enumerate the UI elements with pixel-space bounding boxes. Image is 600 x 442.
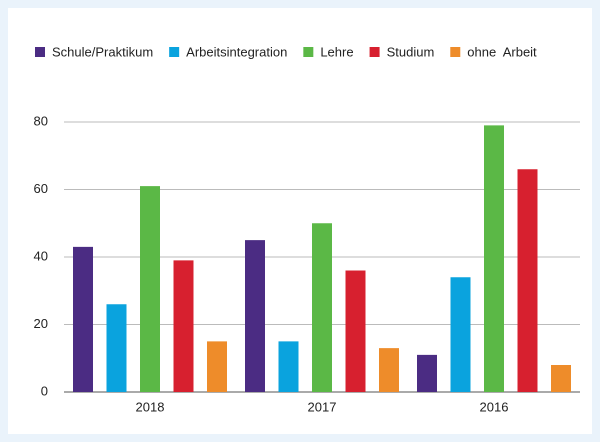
bar (517, 169, 538, 392)
y-tick-label: 20 (34, 316, 48, 331)
legend-swatch (450, 47, 461, 57)
legend-swatch (35, 47, 45, 57)
x-tick-label: 2018 (136, 399, 165, 414)
bar (173, 260, 194, 392)
chart-panel (8, 8, 592, 434)
bar (106, 304, 127, 392)
y-tick-label: 60 (34, 181, 48, 196)
legend-label: Arbeitsintegration (186, 44, 287, 59)
bar (450, 277, 471, 392)
legend-label: Lehre (320, 44, 353, 59)
legend-label: Schule/Praktikum (52, 44, 153, 59)
bar (140, 186, 160, 392)
bar (484, 125, 504, 392)
legend-label: Studium (387, 44, 435, 59)
x-tick-label: 2017 (308, 399, 337, 414)
bar (73, 246, 93, 392)
y-tick-label: 40 (34, 248, 48, 263)
bar (345, 270, 366, 392)
bar (551, 365, 571, 392)
bar (245, 240, 265, 392)
bar (207, 341, 227, 392)
y-tick-label: 0 (41, 383, 48, 398)
bar (278, 341, 299, 392)
x-tick-label: 2016 (480, 399, 509, 414)
bar (417, 354, 437, 392)
legend-swatch (303, 47, 314, 57)
bar (379, 348, 399, 392)
legend-swatch (169, 47, 180, 57)
legend-swatch (369, 47, 380, 57)
y-tick-label: 80 (34, 113, 48, 128)
legend-label: ohne Arbeit (467, 44, 537, 59)
bar (312, 223, 332, 392)
